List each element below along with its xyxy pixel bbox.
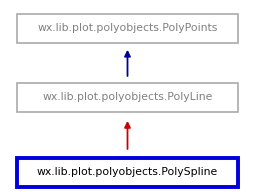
Text: wx.lib.plot.polyobjects.PolyPoints: wx.lib.plot.polyobjects.PolyPoints — [37, 23, 217, 33]
Text: wx.lib.plot.polyobjects.PolyLine: wx.lib.plot.polyobjects.PolyLine — [42, 92, 212, 103]
FancyBboxPatch shape — [17, 14, 237, 43]
Text: wx.lib.plot.polyobjects.PolySpline: wx.lib.plot.polyobjects.PolySpline — [37, 167, 217, 177]
FancyBboxPatch shape — [17, 83, 237, 112]
FancyBboxPatch shape — [17, 158, 237, 187]
